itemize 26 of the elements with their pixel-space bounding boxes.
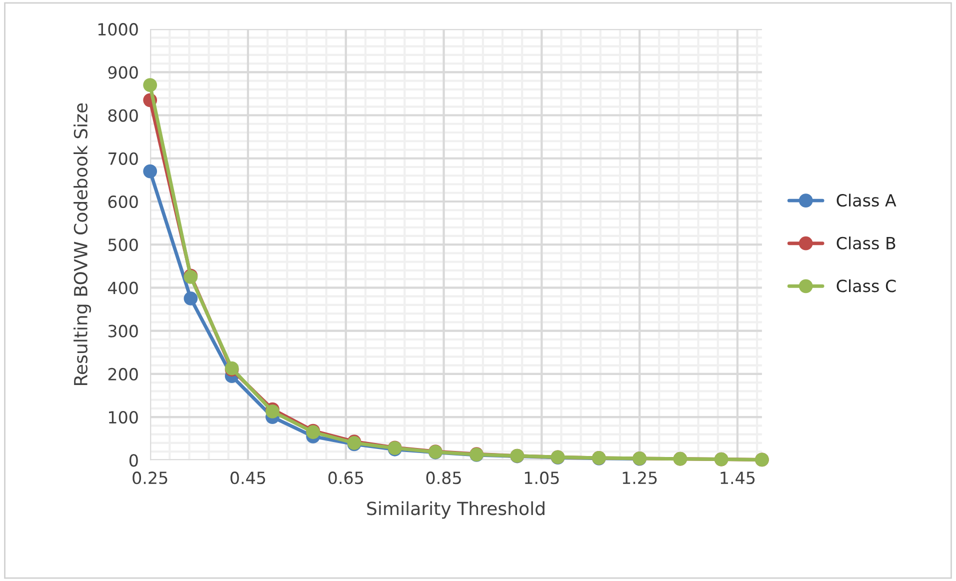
legend-label: Class B [836, 236, 896, 250]
x-tick-label: 1.05 [524, 472, 559, 484]
y-tick-label: 200 [108, 368, 138, 380]
x-tick-label: 0.45 [230, 472, 266, 484]
x-tick-label: 0.85 [426, 472, 461, 484]
point [143, 78, 158, 92]
legend-label: Class C [836, 279, 896, 292]
x-axis-title: Similarity Threshold [367, 501, 544, 519]
y-tick-label: 1000 [98, 23, 138, 36]
y-tick-label: 100 [109, 411, 138, 424]
x-tick-label: 0.65 [328, 472, 363, 484]
y-tick-label: 900 [108, 66, 138, 79]
legend-label: Class A [836, 194, 896, 207]
y-tick-label: 600 [108, 195, 138, 208]
x-tick-label: 0.25 [132, 472, 168, 484]
y-tick-label: 400 [108, 282, 138, 294]
x-tick-label: 1.25 [622, 472, 657, 484]
x-tick-label: 1.45 [720, 472, 755, 484]
y-tick-label: 0 [129, 454, 138, 467]
y-axis-title: Resulting BOVW Codebook Size [74, 103, 92, 386]
y-tick-label: 500 [108, 238, 138, 252]
point [184, 292, 198, 306]
point [143, 164, 158, 178]
y-tick-label: 800 [108, 109, 138, 122]
y-tick-label: 300 [108, 324, 138, 338]
y-tick-label: 700 [108, 152, 138, 165]
